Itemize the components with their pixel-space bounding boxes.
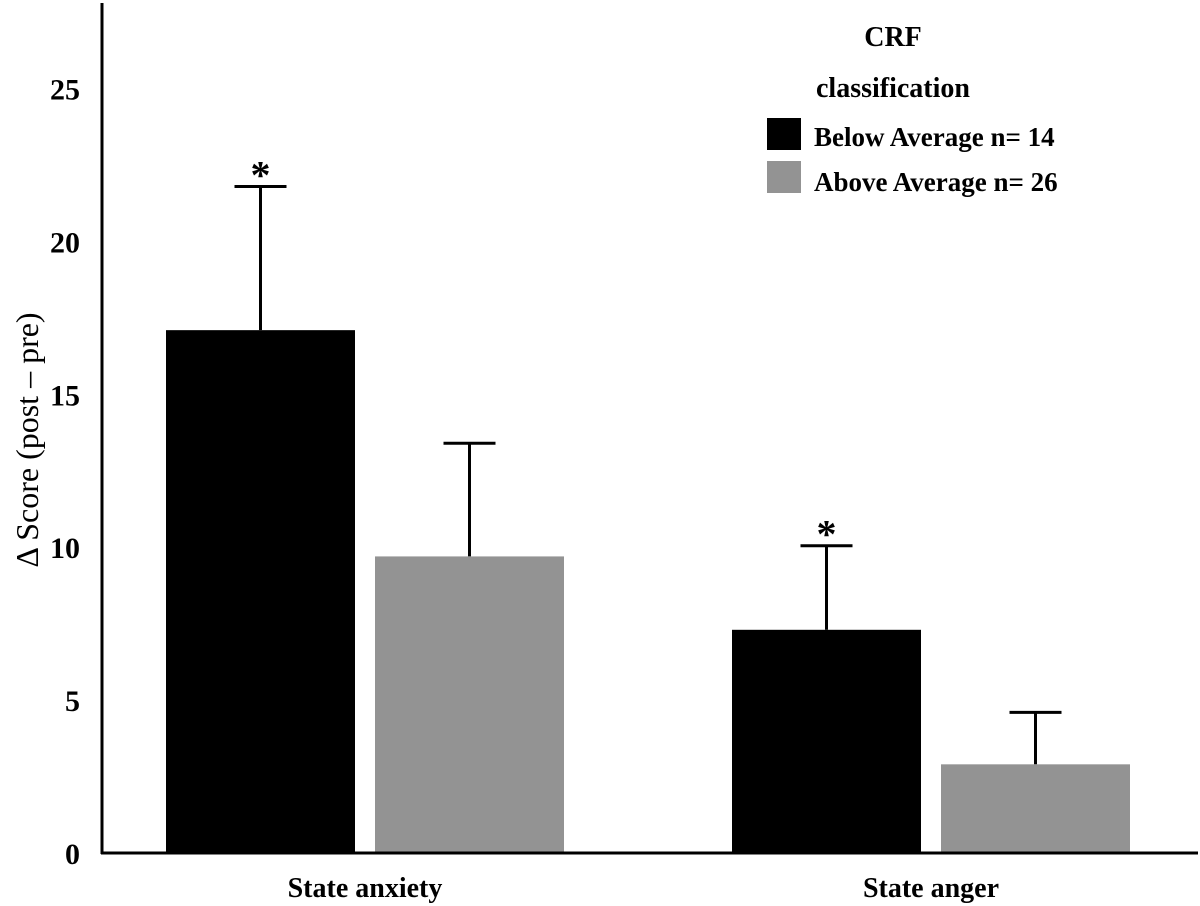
y-axis-label: Δ Score (post – pre) — [9, 312, 45, 567]
x-tick-label: State anger — [863, 873, 999, 904]
legend-title-line1: CRF — [864, 22, 922, 53]
y-tick-label: 15 — [50, 379, 80, 412]
y-tick-label: 10 — [50, 532, 80, 565]
legend-swatch-below-average — [767, 118, 801, 150]
y-tick-label: 0 — [65, 838, 80, 871]
bar — [732, 629, 921, 853]
y-tick-label: 25 — [50, 74, 80, 107]
significance-marker: * — [251, 152, 271, 197]
legend-label-above-average: Above Average n= 26 — [814, 167, 1058, 197]
bar — [941, 764, 1130, 853]
y-tick-label: 5 — [65, 685, 80, 718]
bar — [375, 556, 564, 853]
legend-title-line2: classification — [816, 73, 970, 104]
x-tick-label: State anxiety — [288, 873, 443, 904]
legend-swatch-above-average — [767, 161, 801, 193]
legend-label-below-average: Below Average n= 14 — [814, 122, 1055, 152]
bar — [166, 330, 355, 853]
y-tick-label: 20 — [50, 226, 80, 259]
significance-marker: * — [817, 512, 837, 557]
